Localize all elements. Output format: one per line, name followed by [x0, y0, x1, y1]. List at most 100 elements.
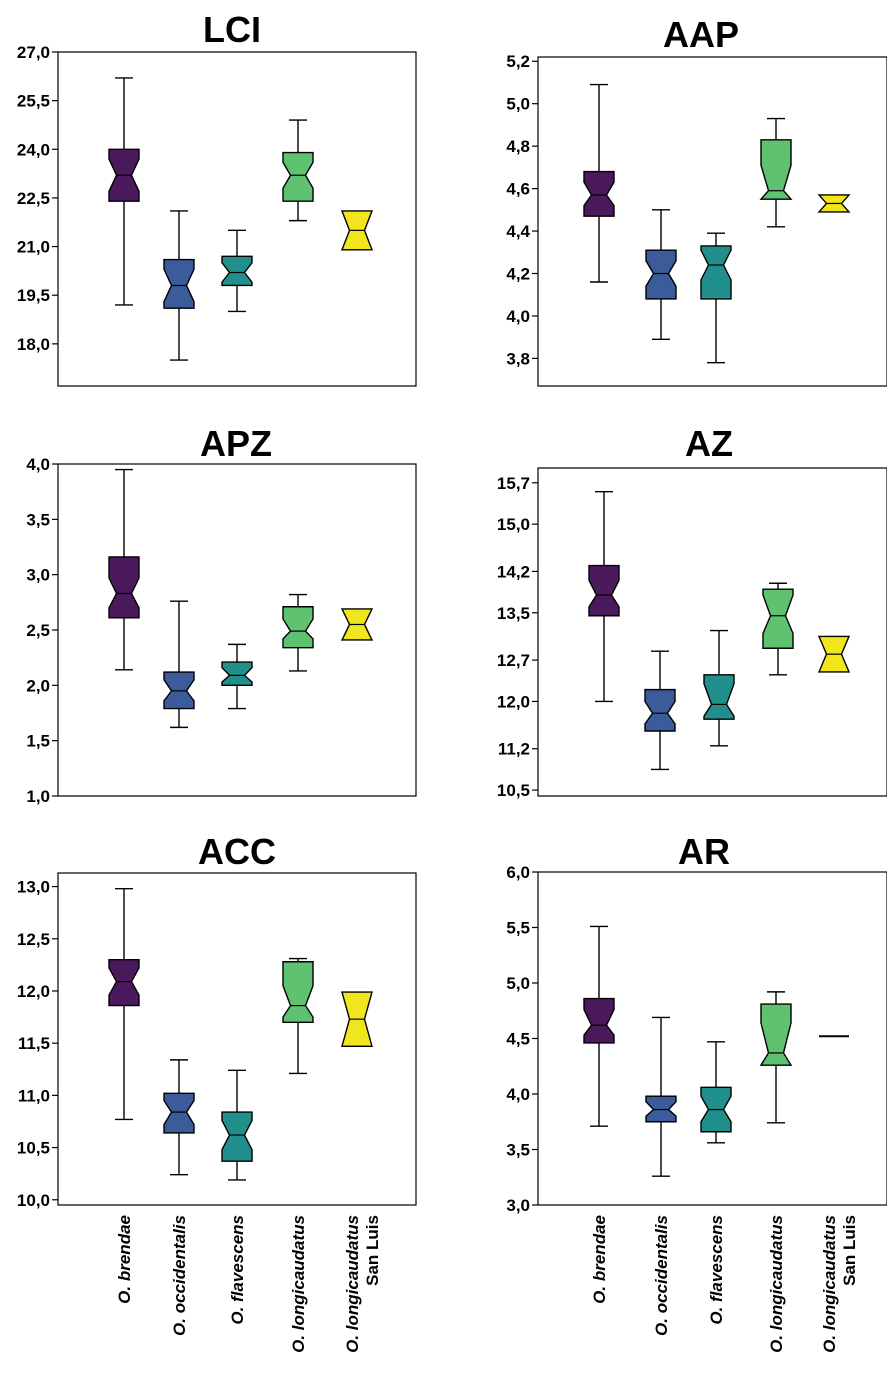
- box-o-longicaudatus: [759, 991, 793, 1124]
- box-body: [703, 674, 735, 720]
- box-body: [762, 588, 794, 649]
- plot-frame: [57, 872, 417, 1206]
- box-body: [282, 151, 314, 202]
- category-label: O. flavescens: [707, 1215, 726, 1325]
- box-o-brendae: [108, 468, 140, 671]
- y-tick-label: 15,0: [497, 515, 530, 534]
- box-o-occidentalis: [644, 650, 676, 771]
- box-body: [759, 139, 793, 200]
- box-o-flavescens: [703, 629, 735, 747]
- y-tick-label: 3,8: [506, 349, 530, 368]
- box-o-flavescens: [700, 232, 732, 364]
- box-body: [644, 688, 676, 732]
- y-tick-label: 4,0: [26, 455, 50, 474]
- box-o-brendae: [108, 887, 140, 1121]
- category-label: O. longicaudatus: [767, 1215, 786, 1353]
- box-body: [282, 606, 314, 649]
- panel-title: AR: [678, 831, 730, 872]
- y-tick-label: 21,0: [17, 238, 50, 257]
- box-body: [700, 245, 732, 300]
- panel-title: LCI: [203, 9, 261, 50]
- y-tick-label: 3,5: [506, 1141, 530, 1160]
- y-tick-label: 12,0: [17, 982, 50, 1001]
- panel-title: AAP: [663, 14, 739, 55]
- box-o-longicaudatus: [282, 957, 314, 1075]
- box-body: [108, 556, 140, 619]
- category-label: O. occidentalis: [652, 1215, 671, 1336]
- box-o-longicaudatus-san-luis: [340, 608, 374, 641]
- box-o-longicaudatus: [759, 117, 793, 228]
- box-body: [282, 961, 314, 1023]
- box-body: [163, 1092, 195, 1134]
- y-tick-label: 11,0: [18, 1086, 50, 1105]
- plot-frame: [537, 56, 887, 387]
- box-o-brendae: [583, 925, 615, 1127]
- box-body: [583, 997, 615, 1044]
- y-tick-label: 3,0: [26, 566, 50, 585]
- box-o-flavescens: [221, 643, 253, 710]
- y-tick-label: 4,6: [506, 180, 530, 199]
- y-tick-label: 11,2: [498, 740, 530, 759]
- box-o-longicaudatus-san-luis: [817, 194, 851, 213]
- panel-apz: APZ 4,0 3,5 3,0 2,5 2,0 1,5 1,0: [26, 423, 417, 806]
- plot-frame: [537, 467, 887, 797]
- y-tick-label: 18,0: [17, 335, 50, 354]
- y-tick-label: 6,0: [506, 863, 530, 882]
- box-body: [759, 1003, 793, 1066]
- box-body: [221, 661, 253, 687]
- box-o-longicaudatus-san-luis: [340, 210, 374, 251]
- category-label: O. longicaudatus: [820, 1215, 839, 1353]
- category-label: O. flavescens: [228, 1215, 247, 1325]
- box-o-brendae: [108, 77, 140, 306]
- box-o-longicaudatus-san-luis: [817, 635, 851, 673]
- box-o-occidentalis: [163, 210, 195, 361]
- panel-aap: AAP 5,2 5,0 4,8 4,6 4,4 4,2 4,0 3,8: [506, 14, 887, 387]
- y-tick-label: 10,0: [17, 1191, 50, 1210]
- y-tick-label: 1,5: [26, 732, 50, 751]
- y-tick-label: 4,4: [506, 222, 530, 241]
- y-tick-label: 10,5: [497, 781, 530, 800]
- category-label: O. longicaudatus: [289, 1215, 308, 1353]
- y-tick-label: 12,0: [497, 692, 530, 711]
- panel-title: APZ: [200, 423, 272, 464]
- panel-title: ACC: [198, 831, 276, 872]
- y-tick-label: 11,5: [18, 1034, 50, 1053]
- box-body: [221, 1111, 253, 1162]
- y-tick-label: 22,5: [17, 189, 50, 208]
- box-o-brendae: [588, 490, 620, 703]
- box-body: [221, 255, 253, 287]
- panel-az: AZ 15,7 15,0 14,2 13,5 12,7 12,0 11,2 10,5: [497, 423, 887, 800]
- plot-frame: [57, 51, 417, 387]
- category-label: O. occidentalis: [170, 1215, 189, 1336]
- category-label-suffix: San Luis: [363, 1215, 382, 1286]
- y-tick-label: 25,5: [17, 92, 50, 111]
- category-labels-ar: O. brendae O. occidentalis O. flavescens O.…: [590, 1215, 859, 1353]
- y-tick-label: 10,5: [17, 1139, 50, 1158]
- category-labels-acc: O. brendae O. occidentalis O. flavescens O.…: [115, 1215, 382, 1353]
- y-tick-label: 1,0: [26, 787, 50, 806]
- panel-title: AZ: [685, 423, 733, 464]
- box-o-longicaudatus: [762, 582, 794, 676]
- y-tick-label: 2,5: [26, 621, 50, 640]
- box-body: [588, 564, 620, 617]
- y-tick-label: 27,0: [17, 43, 50, 62]
- box-o-occidentalis: [645, 1016, 677, 1177]
- box-o-flavescens: [221, 229, 253, 313]
- y-tick-label: 24,0: [17, 140, 50, 159]
- y-tick-label: 3,5: [26, 510, 50, 529]
- box-o-longicaudatus: [282, 593, 314, 672]
- box-o-occidentalis: [163, 1059, 195, 1176]
- box-o-occidentalis: [645, 209, 677, 341]
- y-tick-label: 5,5: [506, 919, 530, 938]
- category-label: O. brendae: [115, 1215, 134, 1304]
- y-tick-label: 15,7: [497, 474, 530, 493]
- y-tick-label: 4,5: [506, 1030, 530, 1049]
- box-o-flavescens: [221, 1069, 253, 1181]
- y-tick-label: 5,0: [506, 974, 530, 993]
- y-tick-label: 5,2: [506, 52, 530, 71]
- y-tick-label: 13,0: [17, 878, 50, 897]
- panel-lci: LCI 27,0 25,5 24,0 22,5 21,0 19,5 18,0: [17, 9, 417, 387]
- box-body: [108, 958, 140, 1007]
- y-tick-label: 4,0: [506, 1085, 530, 1104]
- y-tick-label: 4,2: [506, 265, 530, 284]
